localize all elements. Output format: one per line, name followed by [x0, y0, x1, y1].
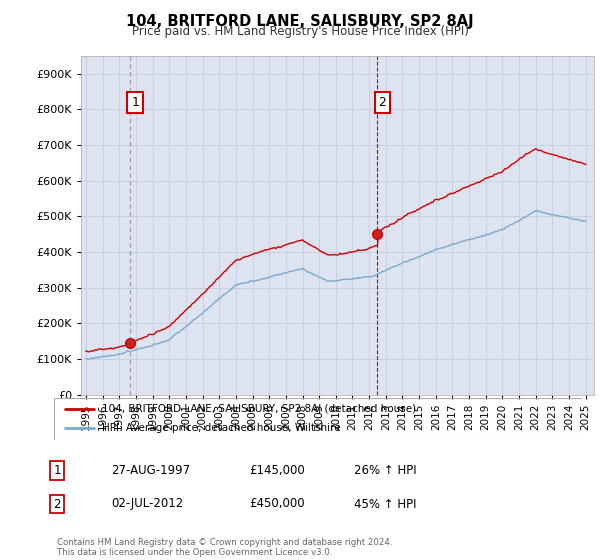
- Text: 1: 1: [131, 96, 139, 109]
- Text: 26% ↑ HPI: 26% ↑ HPI: [354, 464, 416, 477]
- Text: Contains HM Land Registry data © Crown copyright and database right 2024.
This d: Contains HM Land Registry data © Crown c…: [57, 538, 392, 557]
- Text: 2: 2: [53, 497, 61, 511]
- Text: 27-AUG-1997: 27-AUG-1997: [111, 464, 190, 477]
- Text: 104, BRITFORD LANE, SALISBURY, SP2 8AJ: 104, BRITFORD LANE, SALISBURY, SP2 8AJ: [126, 14, 474, 29]
- Text: 02-JUL-2012: 02-JUL-2012: [111, 497, 183, 511]
- Text: 1: 1: [53, 464, 61, 477]
- Text: 45% ↑ HPI: 45% ↑ HPI: [354, 497, 416, 511]
- Text: HPI: Average price, detached house, Wiltshire: HPI: Average price, detached house, Wilt…: [101, 423, 340, 433]
- Text: 104, BRITFORD LANE, SALISBURY, SP2 8AJ (detached house): 104, BRITFORD LANE, SALISBURY, SP2 8AJ (…: [101, 404, 416, 414]
- Text: £450,000: £450,000: [249, 497, 305, 511]
- Text: £145,000: £145,000: [249, 464, 305, 477]
- Text: 2: 2: [379, 96, 386, 109]
- Text: Price paid vs. HM Land Registry's House Price Index (HPI): Price paid vs. HM Land Registry's House …: [131, 25, 469, 38]
